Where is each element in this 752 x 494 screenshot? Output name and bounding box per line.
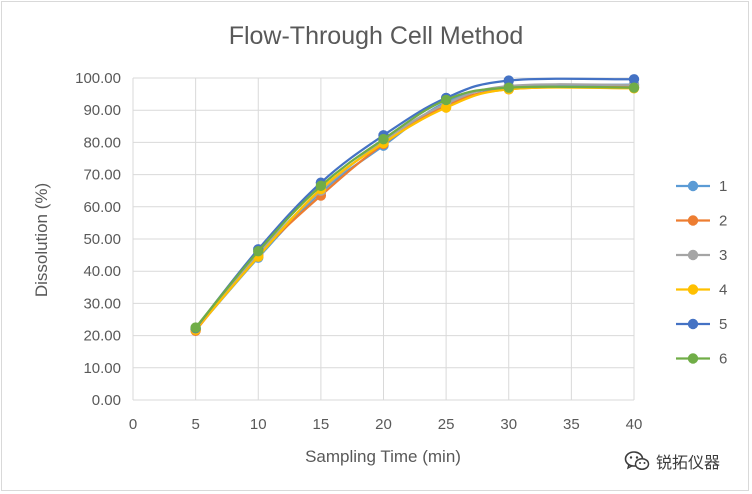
y-tick-label: 30.00: [83, 295, 121, 312]
data-point: [503, 82, 514, 93]
y-tick-label: 90.00: [83, 102, 121, 119]
y-tick-label: 60.00: [83, 199, 121, 216]
y-tick-label: 70.00: [83, 167, 121, 184]
x-tick-label: 15: [313, 416, 330, 433]
grid-lines: [132, 77, 635, 401]
legend: 1 2 3 4 5 6: [676, 178, 727, 368]
series-6: [190, 82, 640, 333]
legend-item: 1: [676, 178, 727, 195]
legend-marker: [687, 215, 699, 226]
legend-marker: [687, 284, 699, 295]
watermark-text: 锐拓仪器: [656, 455, 721, 472]
x-tick-label: 0: [129, 416, 137, 433]
legend-marker: [687, 318, 699, 330]
data-series: [190, 74, 640, 336]
y-tick-label: 100.00: [75, 70, 121, 87]
x-tick-label: 20: [375, 416, 392, 433]
y-tick-label: 50.00: [83, 231, 121, 248]
legend-marker: [687, 249, 699, 261]
y-tick-label: 80.00: [83, 134, 121, 151]
series-line: [194, 86, 635, 331]
legend-marker: [687, 180, 699, 192]
legend-item: 6: [676, 351, 727, 368]
data-point: [315, 180, 327, 192]
watermark: 锐拓仪器: [624, 447, 720, 475]
x-tick-label: 25: [438, 416, 455, 433]
legend-marker: [687, 353, 699, 364]
data-point: [440, 102, 452, 113]
y-axis-ticks: 0.00 10.00 20.00 30.00 40.00 50.00 60.00 70.00 8…: [75, 70, 121, 409]
legend-label: 4: [719, 282, 727, 299]
x-tick-label: 5: [191, 416, 199, 433]
legend-item: 4: [676, 282, 727, 299]
x-tick-label: 35: [563, 416, 580, 433]
x-axis-label: Sampling Time (min): [305, 447, 461, 466]
legend-label: 5: [719, 316, 727, 333]
y-axis-label: Dissolution (%): [32, 183, 51, 297]
legend-label: 6: [719, 351, 727, 368]
legend-item: 5: [676, 316, 727, 333]
data-point: [253, 246, 264, 257]
y-tick-label: 40.00: [83, 263, 121, 280]
y-tick-label: 20.00: [83, 328, 121, 345]
x-tick-label: 10: [250, 416, 267, 433]
legend-item: 2: [676, 213, 727, 230]
data-point: [190, 322, 201, 333]
data-point: [378, 133, 389, 145]
x-tick-label: 40: [626, 416, 643, 433]
legend-item: 3: [676, 247, 727, 264]
x-tick-label: 30: [500, 416, 517, 433]
legend-label: 3: [719, 247, 727, 264]
data-point: [628, 82, 640, 93]
legend-label: 2: [719, 213, 727, 230]
x-axis-ticks: 0 5 10 15 20 25 30 35 40: [129, 416, 643, 433]
series-5: [190, 74, 640, 334]
wechat-icon: [624, 450, 650, 472]
data-point: [628, 74, 640, 85]
y-tick-label: 0.00: [92, 392, 121, 409]
chart-title: Flow-Through Cell Method: [229, 22, 524, 50]
legend-label: 1: [719, 178, 727, 195]
y-tick-label: 10.00: [83, 360, 121, 377]
data-point: [440, 94, 452, 106]
